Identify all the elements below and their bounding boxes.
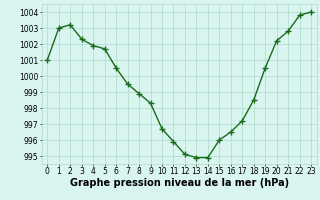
- X-axis label: Graphe pression niveau de la mer (hPa): Graphe pression niveau de la mer (hPa): [70, 178, 289, 188]
